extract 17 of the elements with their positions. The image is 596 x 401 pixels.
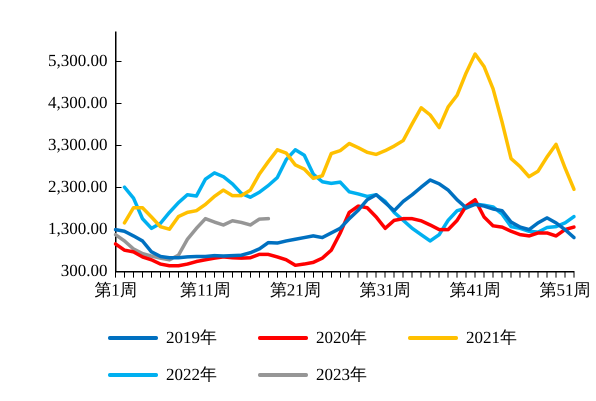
y-tick-label: 2,300.00 xyxy=(48,177,108,196)
x-tick-label: 第21周 xyxy=(270,280,321,300)
legend-label: 2020年 xyxy=(316,327,367,349)
x-tick-label: 第11周 xyxy=(180,280,231,300)
x-tick-label: 第1周 xyxy=(94,280,137,300)
y-tick-label: 5,300.00 xyxy=(48,51,108,70)
legend-label: 2021年 xyxy=(466,327,517,349)
legend-label: 2023年 xyxy=(316,364,367,386)
y-tick-label: 300.00 xyxy=(60,261,108,280)
legend-label: 2019年 xyxy=(166,327,217,349)
y-tick-label: 4,300.00 xyxy=(48,93,108,112)
y-tick-label: 1,300.00 xyxy=(48,219,108,238)
y-tick-label: 3,300.00 xyxy=(48,135,108,154)
x-tick-label: 第51周 xyxy=(540,280,591,300)
x-tick-label: 第41周 xyxy=(450,280,501,300)
legend-label: 2022年 xyxy=(166,364,217,386)
x-tick-label: 第31周 xyxy=(360,280,411,300)
